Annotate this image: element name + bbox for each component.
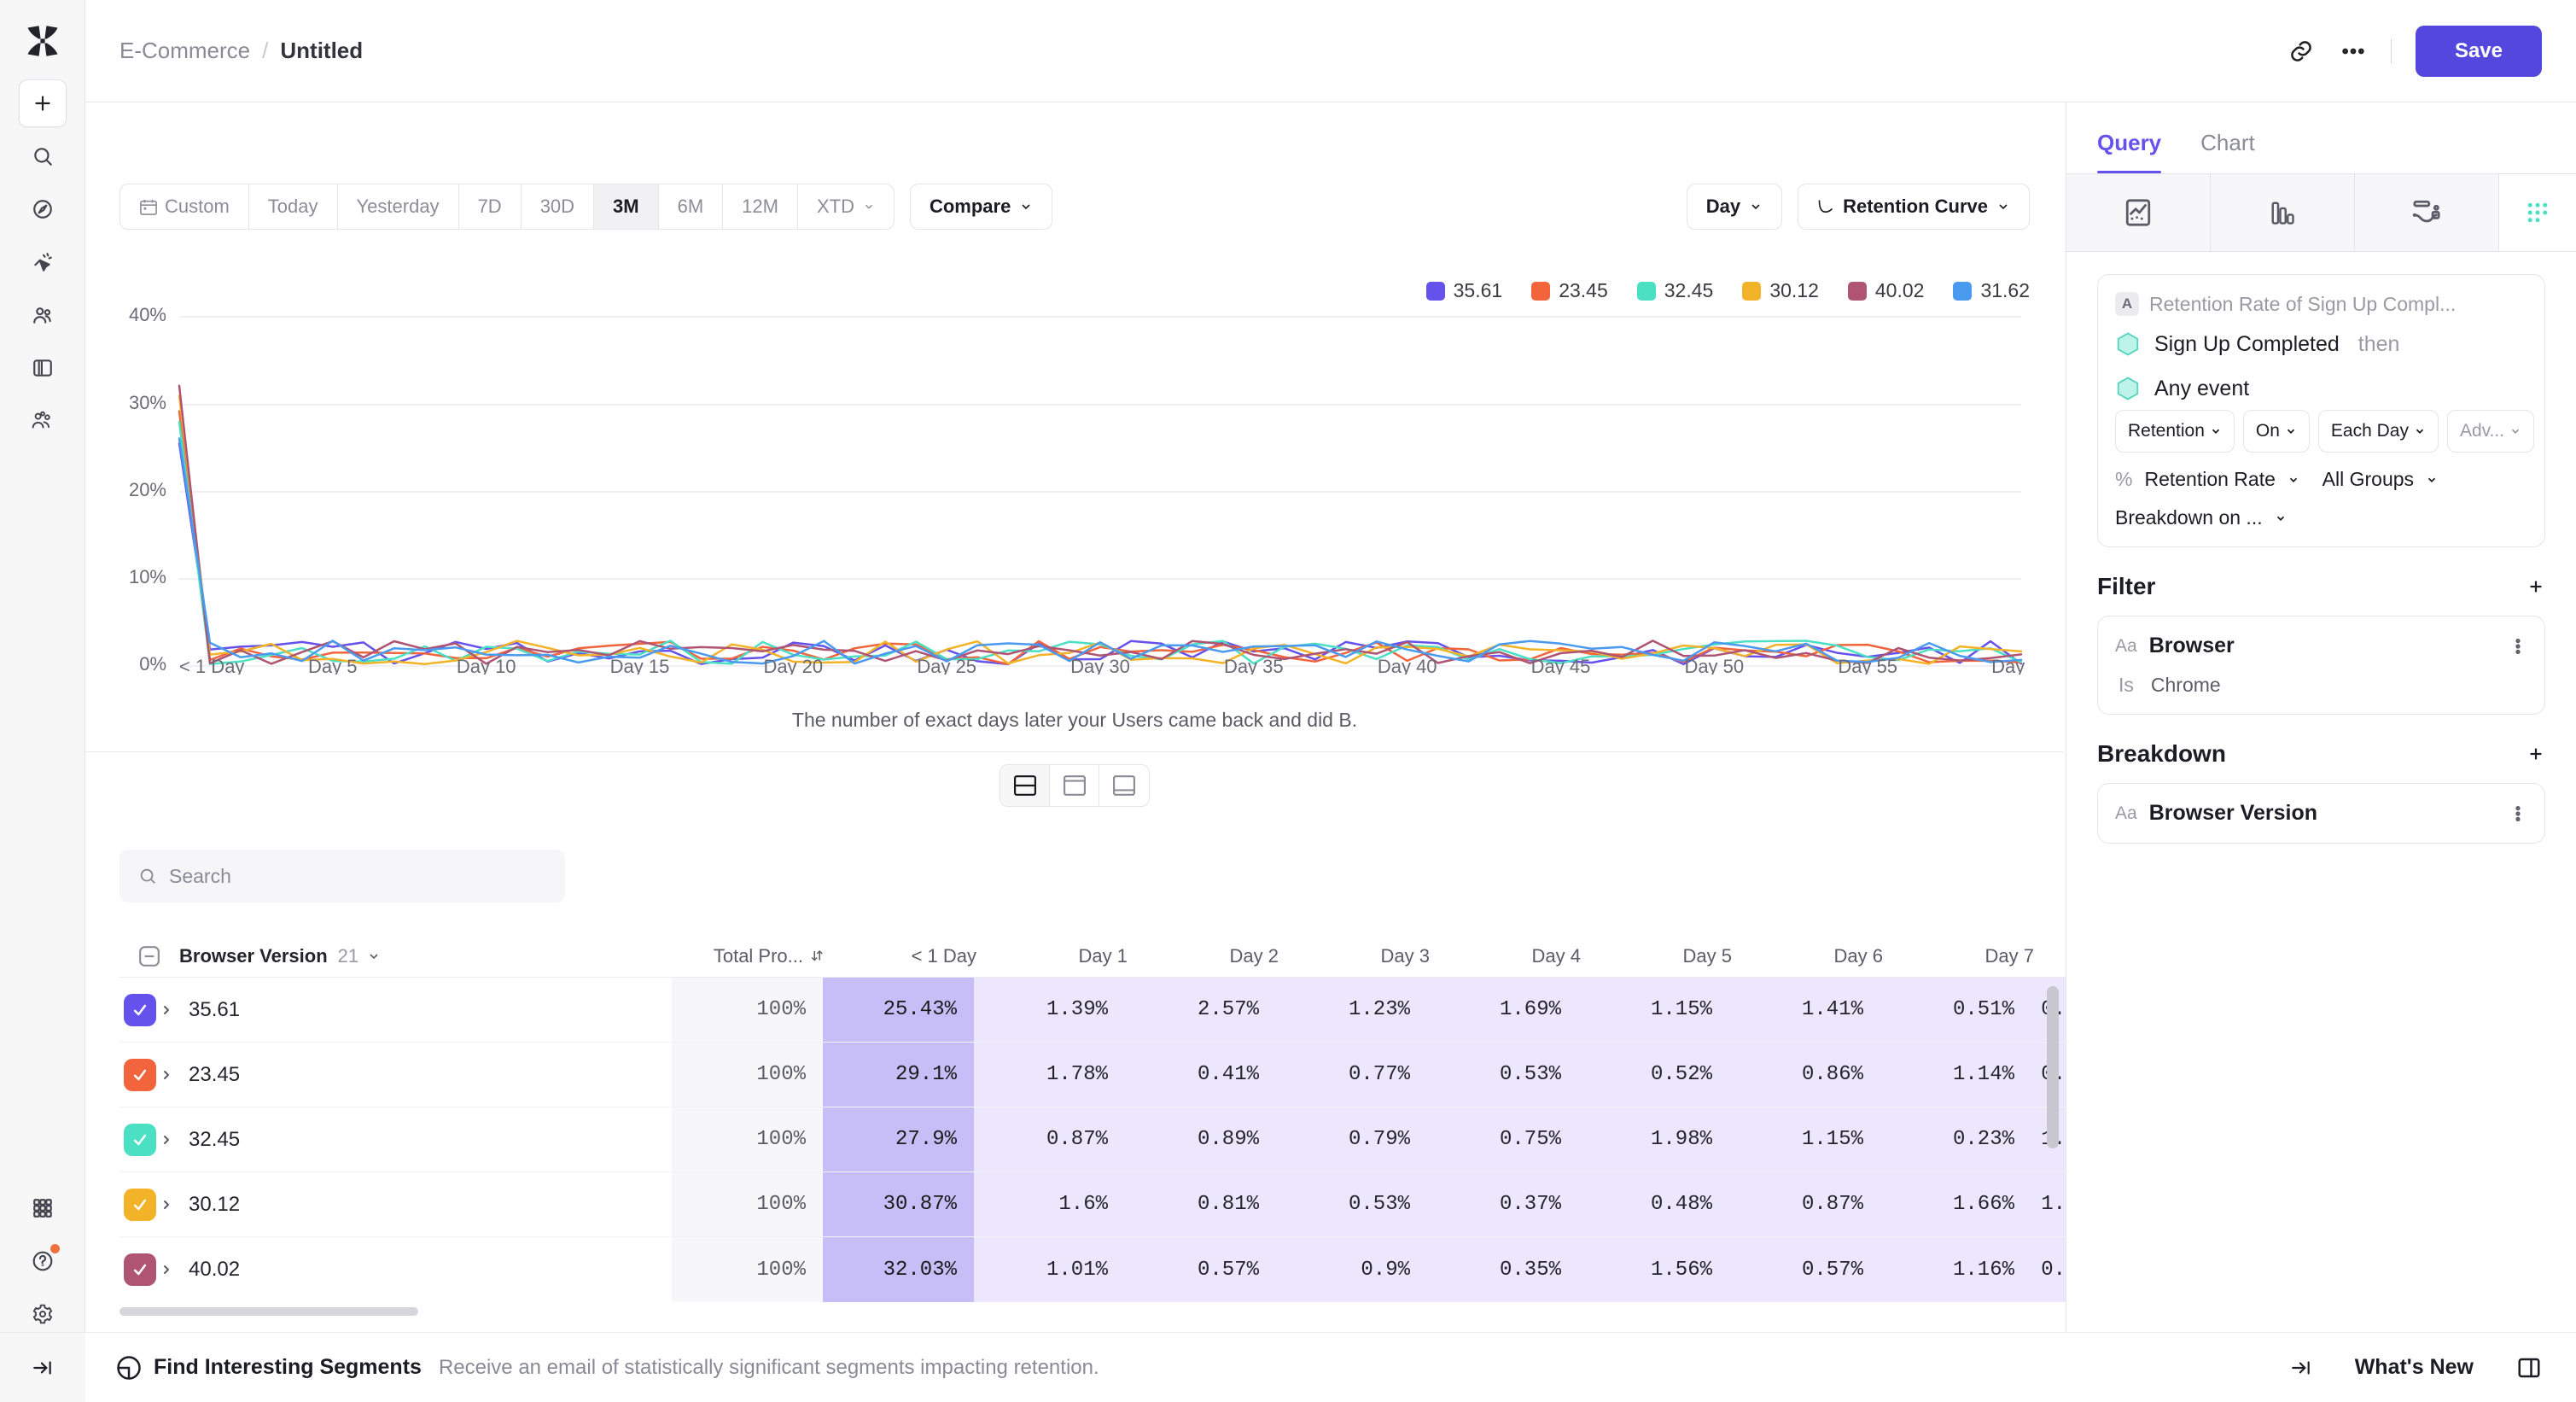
svg-text:30%: 30% xyxy=(129,392,166,413)
svg-text:Day 50: Day 50 xyxy=(1684,656,1744,675)
svg-text:10%: 10% xyxy=(129,566,166,587)
svg-text:Day 5: Day 5 xyxy=(308,656,357,675)
svg-text:Day 10: Day 10 xyxy=(457,656,516,675)
svg-text:20%: 20% xyxy=(129,479,166,500)
svg-text:Day 55: Day 55 xyxy=(1838,656,1897,675)
svg-text:Day 35: Day 35 xyxy=(1224,656,1284,675)
svg-text:Day 20: Day 20 xyxy=(763,656,823,675)
svg-text:40%: 40% xyxy=(129,307,166,325)
svg-text:Day 40: Day 40 xyxy=(1378,656,1437,675)
svg-text:< 1 Day: < 1 Day xyxy=(179,656,244,675)
svg-text:0%: 0% xyxy=(139,653,166,675)
svg-text:Day 30: Day 30 xyxy=(1070,656,1130,675)
svg-text:Day 15: Day 15 xyxy=(610,656,670,675)
svg-text:Day 25: Day 25 xyxy=(917,656,976,675)
svg-text:Day 45: Day 45 xyxy=(1531,656,1591,675)
svg-text:Day 60: Day 60 xyxy=(1991,656,2030,675)
